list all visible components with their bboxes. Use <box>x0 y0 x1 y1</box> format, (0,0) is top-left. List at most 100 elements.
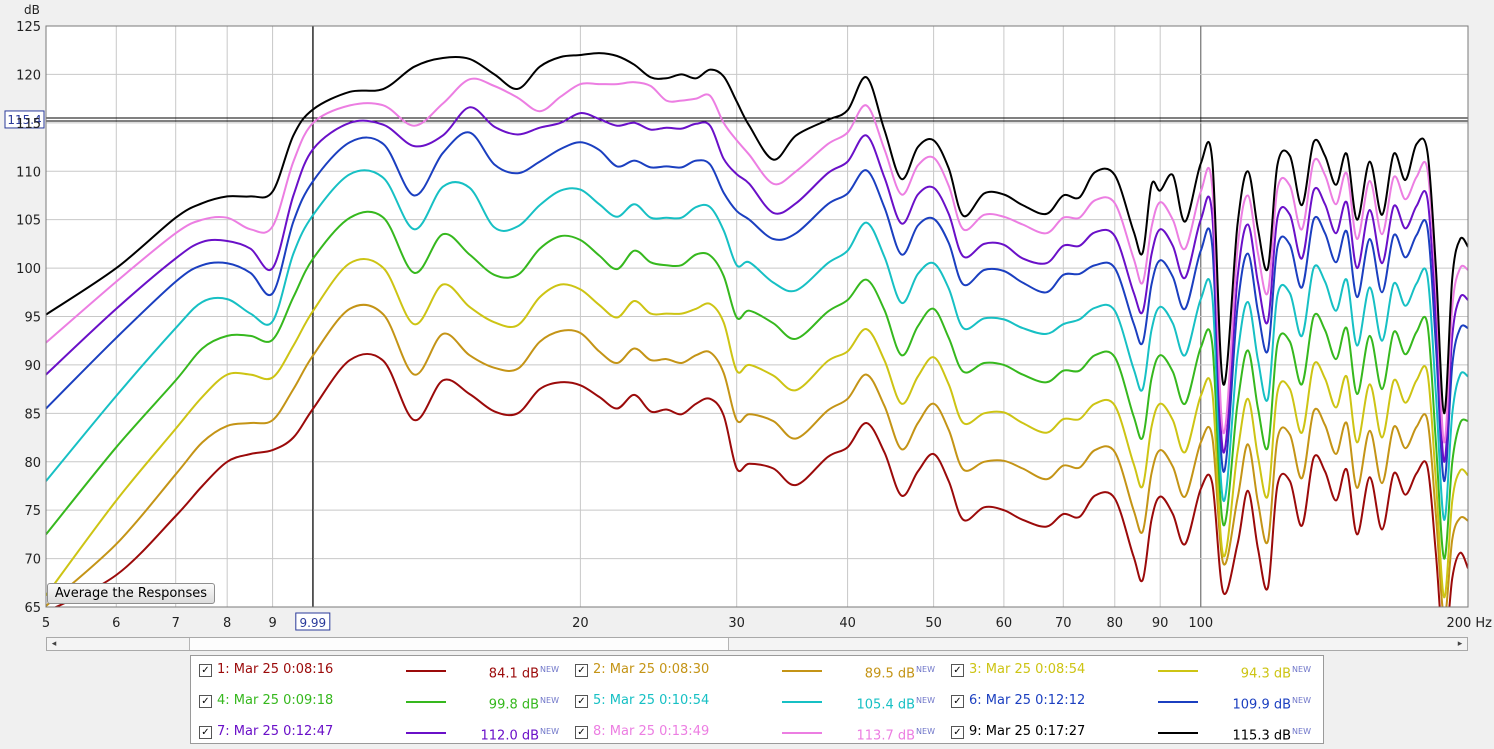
x-tick-label: 8 <box>223 616 231 631</box>
x-tick-label: 200 Hz <box>1446 616 1492 631</box>
legend-item-6: ✓ 6: Mar 25 0:12:12 109.9 dBNEW <box>951 690 1311 712</box>
y-tick-label: 115 <box>16 117 41 132</box>
legend-name: 6: Mar 25 0:12:12 <box>969 693 1086 708</box>
x-tick-label: 5 <box>42 616 50 631</box>
legend-value-text: 113.7 dB <box>856 728 916 744</box>
series-line-3 <box>46 257 1468 599</box>
new-badge: NEW <box>1292 696 1311 705</box>
cursor-y-label: 115.4 <box>7 113 41 127</box>
legend-swatch <box>1158 670 1198 672</box>
cursor-x-box <box>295 612 331 631</box>
legend-value: 113.7 dBNEW <box>795 721 935 747</box>
y-tick-label: 105 <box>16 214 41 229</box>
legend-swatch <box>406 701 446 703</box>
series-line-7 <box>46 106 1468 463</box>
legend-swatch <box>782 732 822 734</box>
legend-name: 8: Mar 25 0:13:49 <box>593 724 710 739</box>
new-badge: NEW <box>916 696 935 705</box>
y-tick-labels: 65 70 75 80 85 90 95 100 105 110 115 120 125 <box>16 20 41 616</box>
y-tick-label: 95 <box>24 311 41 326</box>
legend-name: 3: Mar 25 0:08:54 <box>969 662 1086 677</box>
legend-swatch <box>1158 732 1198 734</box>
y-tick-label: 110 <box>16 165 41 180</box>
legend-value-text: 109.9 dB <box>1232 697 1292 713</box>
legend-value: 105.4 dBNEW <box>795 690 935 716</box>
new-badge: NEW <box>1292 727 1311 736</box>
legend-item-5: ✓ 5: Mar 25 0:10:54 105.4 dBNEW <box>575 690 935 712</box>
series-line-5 <box>46 169 1468 521</box>
spl-chart: 115.49.99 657075808590951001051101151201… <box>4 3 1492 631</box>
new-badge: NEW <box>540 696 559 705</box>
legend-name: 4: Mar 25 0:09:18 <box>217 693 334 708</box>
series-line-2 <box>46 303 1468 607</box>
legend-checkbox[interactable]: ✓ <box>575 726 588 739</box>
legend-swatch <box>406 732 446 734</box>
y-tick-label: 100 <box>16 262 41 277</box>
series-line-8 <box>46 77 1468 444</box>
scroll-left-arrow-icon[interactable]: ◂ <box>47 638 61 650</box>
legend-item-9: ✓ 9: Mar 25 0:17:27 115.3 dBNEW <box>951 721 1311 743</box>
new-badge: NEW <box>1292 665 1311 674</box>
x-tick-label: 60 <box>996 616 1013 631</box>
cursor-y-box <box>4 110 45 129</box>
new-badge: NEW <box>540 665 559 674</box>
legend-name: 5: Mar 25 0:10:54 <box>593 693 710 708</box>
legend-item-4: ✓ 4: Mar 25 0:09:18 99.8 dBNEW <box>199 690 559 712</box>
x-tick-label: 40 <box>839 616 856 631</box>
legend-value-text: 94.3 dB <box>1240 666 1292 682</box>
legend-value: 84.1 dBNEW <box>419 659 559 685</box>
y-tick-label: 125 <box>16 20 41 35</box>
y-tick-label: 120 <box>16 68 41 83</box>
plot-border <box>45 25 1469 608</box>
x-tick-label: 90 <box>1152 616 1169 631</box>
new-badge: NEW <box>540 727 559 736</box>
legend-value: 109.9 dBNEW <box>1171 690 1311 716</box>
legend-value-text: 112.0 dB <box>480 728 540 744</box>
legend-value: 115.3 dBNEW <box>1171 721 1311 747</box>
legend-name: 9: Mar 25 0:17:27 <box>969 724 1086 739</box>
scroll-right-arrow-icon[interactable]: ▸ <box>1453 638 1467 650</box>
cursor-x-label: 9.99 <box>299 616 326 630</box>
x-tick-labels: 5 6 7 8 9 20 30 40 50 60 70 80 90 100 200 Hz <box>42 616 1492 631</box>
legend-item-7: ✓ 7: Mar 25 0:12:47 112.0 dBNEW <box>199 721 559 743</box>
x-tick-label: 9 <box>268 616 276 631</box>
legend-name: 2: Mar 25 0:08:30 <box>593 662 710 677</box>
x-tick-label: 50 <box>925 616 942 631</box>
legend-swatch <box>782 670 822 672</box>
y-tick-label: 65 <box>24 601 41 616</box>
series-lines <box>46 52 1468 607</box>
legend-checkbox[interactable]: ✓ <box>575 695 588 708</box>
legend-value-text: 89.5 dB <box>864 666 916 682</box>
y-tick-label: 80 <box>24 456 41 471</box>
legend-swatch <box>406 670 446 672</box>
legend-value-text: 99.8 dB <box>488 697 540 713</box>
legend-value-text: 115.3 dB <box>1232 728 1292 744</box>
legend-checkbox[interactable]: ✓ <box>575 664 588 677</box>
series-line-9 <box>46 52 1468 415</box>
legend-name: 1: Mar 25 0:08:16 <box>217 662 334 677</box>
cursor-crosshair[interactable]: 115.4 9.99 <box>4 26 1468 631</box>
series-line-1 <box>53 352 1468 607</box>
scroll-thumb[interactable] <box>189 638 729 650</box>
legend-checkbox[interactable]: ✓ <box>199 664 212 677</box>
horizontal-scrollbar[interactable]: ◂ ▸ <box>46 637 1468 651</box>
legend-item-3: ✓ 3: Mar 25 0:08:54 94.3 dBNEW <box>951 659 1311 681</box>
legend-value: 112.0 dBNEW <box>419 721 559 747</box>
legend-value: 89.5 dBNEW <box>795 659 935 685</box>
legend-checkbox[interactable]: ✓ <box>951 664 964 677</box>
new-badge: NEW <box>916 665 935 674</box>
legend-value-text: 105.4 dB <box>856 697 916 713</box>
legend-item-8: ✓ 8: Mar 25 0:13:49 113.7 dBNEW <box>575 721 935 743</box>
x-tick-label: 80 <box>1107 616 1124 631</box>
legend-item-2: ✓ 2: Mar 25 0:08:30 89.5 dBNEW <box>575 659 935 681</box>
legend-checkbox[interactable]: ✓ <box>199 695 212 708</box>
legend-checkbox[interactable]: ✓ <box>199 726 212 739</box>
y-tick-label: 75 <box>24 504 41 519</box>
legend-checkbox[interactable]: ✓ <box>951 726 964 739</box>
y-axis-label: dB <box>24 3 40 17</box>
y-tick-label: 85 <box>24 407 41 422</box>
x-tick-label: 20 <box>572 616 589 631</box>
average-responses-button[interactable]: Average the Responses <box>47 583 215 604</box>
legend-checkbox[interactable]: ✓ <box>951 695 964 708</box>
series-line-6 <box>46 131 1468 483</box>
